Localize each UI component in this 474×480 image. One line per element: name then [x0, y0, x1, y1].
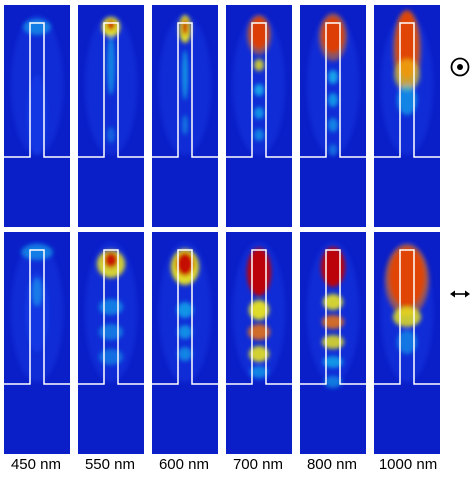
field-hotspot	[397, 85, 417, 115]
structure-outline	[78, 249, 144, 385]
wavelength-labels: 450 nm 550 nm 600 nm 700 nm 800 nm 1000 …	[0, 452, 474, 480]
field-hotspot	[247, 15, 271, 55]
wavelength-label: 450 nm	[10, 456, 62, 473]
field-map-panel	[226, 5, 292, 227]
field-hotspots	[179, 15, 191, 135]
structure-outline	[4, 22, 70, 158]
field-hotspots	[21, 244, 53, 352]
field-hotspot	[247, 248, 271, 296]
field-map-panel	[226, 232, 292, 454]
field-hotspot	[324, 376, 342, 388]
polarization-in-plane-arrow-icon	[449, 283, 471, 305]
structure-outline	[300, 249, 366, 385]
structure-outline	[374, 22, 440, 158]
field-map-panel	[152, 232, 218, 454]
field-map-panel	[300, 232, 366, 454]
structure-outline	[4, 249, 70, 385]
field-hotspot	[393, 307, 421, 327]
field-hotspot	[104, 252, 118, 268]
field-hotspot	[99, 324, 123, 340]
field-hotspot	[178, 347, 192, 361]
field-hotspot	[23, 19, 51, 35]
field-hotspot	[249, 300, 269, 320]
structure-outline	[152, 249, 218, 385]
field-hotspot	[32, 278, 42, 306]
field-hotspot	[322, 315, 344, 329]
field-hotspots	[247, 15, 271, 141]
field-hotspot	[321, 247, 345, 287]
field-hotspot	[322, 335, 344, 349]
field-hotspot	[248, 324, 270, 340]
field-hotspot	[319, 13, 347, 61]
field-hotspot	[176, 252, 194, 276]
field-glow	[307, 242, 359, 382]
field-hotspot	[107, 20, 115, 30]
field-hotspot	[254, 107, 264, 119]
field-hotspot	[178, 325, 192, 339]
field-hotspot	[397, 330, 417, 354]
field-hotspots	[247, 248, 271, 378]
field-hotspot	[25, 272, 49, 352]
field-hotspot	[107, 35, 115, 95]
field-hotspot	[99, 349, 123, 365]
field-hotspot	[254, 129, 264, 141]
field-hotspots	[102, 17, 120, 143]
field-hotspot	[329, 144, 337, 156]
field-map-panel	[4, 232, 70, 454]
field-hotspots	[321, 247, 345, 388]
field-map-panel	[300, 5, 366, 227]
structure-outline	[78, 22, 144, 158]
field-hotspot	[328, 118, 338, 132]
field-hotspot	[323, 356, 343, 368]
field-hotspot	[254, 84, 264, 96]
structure-outline	[300, 22, 366, 158]
field-hotspot	[182, 19, 188, 35]
field-hotspot	[27, 75, 47, 155]
field-hotspot	[328, 70, 338, 84]
field-map-panel	[152, 5, 218, 227]
field-hotspot	[177, 302, 193, 318]
wavelength-label: 800 nm	[306, 456, 358, 473]
field-hotspot	[99, 299, 123, 315]
structure-outline	[226, 249, 292, 385]
field-map-panel	[78, 232, 144, 454]
field-hotspot	[107, 127, 115, 143]
field-hotspot	[182, 50, 188, 100]
field-glow	[307, 15, 359, 155]
wavelength-label: 550 nm	[84, 456, 136, 473]
field-hotspot	[250, 366, 268, 378]
field-map-panel	[374, 232, 440, 454]
polarization-out-of-plane-icon	[449, 56, 471, 78]
structure-outline	[374, 249, 440, 385]
field-hotspot	[385, 244, 429, 316]
wavelength-label: 700 nm	[232, 456, 284, 473]
field-hotspot	[254, 59, 264, 71]
field-hotspot	[182, 115, 188, 135]
structure-outline	[152, 22, 218, 158]
structure-outline	[226, 22, 292, 158]
field-hotspot	[323, 294, 343, 310]
field-hotspot	[328, 93, 338, 107]
field-hotspots	[393, 10, 421, 115]
field-map-panel	[78, 5, 144, 227]
field-hotspot	[21, 244, 53, 260]
field-hotspot	[249, 346, 269, 362]
field-map-panel	[4, 5, 70, 227]
wavelength-label: 600 nm	[158, 456, 210, 473]
field-map-panel	[374, 5, 440, 227]
wavelength-label: 1000 nm	[378, 456, 438, 473]
